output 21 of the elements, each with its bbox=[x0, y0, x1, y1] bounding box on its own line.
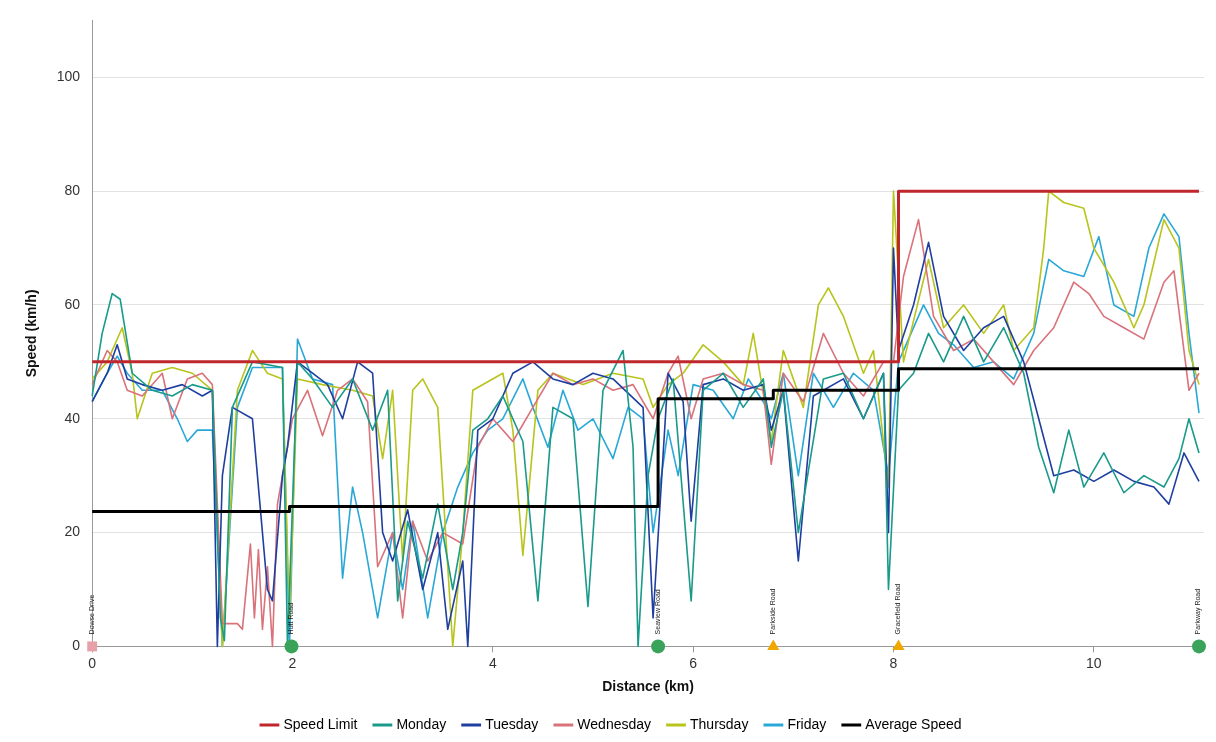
legend-label: Wednesday bbox=[577, 715, 652, 732]
x-tick-label: 6 bbox=[689, 654, 698, 671]
legend-label: Average Speed bbox=[865, 715, 962, 732]
y-tick-label: 80 bbox=[64, 181, 81, 198]
y-tick-label: 20 bbox=[64, 523, 81, 540]
x-tick-label: 10 bbox=[1086, 654, 1102, 671]
legend-label: Thursday bbox=[690, 715, 749, 732]
x-tick-label: 8 bbox=[889, 654, 898, 671]
y-tick-label: 100 bbox=[56, 68, 81, 85]
legend-label: Speed Limit bbox=[283, 715, 358, 732]
legend-label: Friday bbox=[787, 715, 827, 732]
y-axis-title: Speed (km/h) bbox=[23, 289, 40, 378]
y-tick-label: 40 bbox=[64, 409, 81, 426]
legend-label: Tuesday bbox=[485, 715, 539, 732]
x-tick-label: 2 bbox=[288, 654, 297, 671]
y-tick-label: 60 bbox=[64, 295, 81, 312]
x-axis-title: Distance (km) bbox=[602, 678, 694, 695]
x-tick-label: 4 bbox=[488, 654, 497, 671]
legend-label: Monday bbox=[396, 715, 447, 732]
x-tick-label: 0 bbox=[88, 654, 97, 671]
y-tick-label: 0 bbox=[72, 637, 81, 654]
